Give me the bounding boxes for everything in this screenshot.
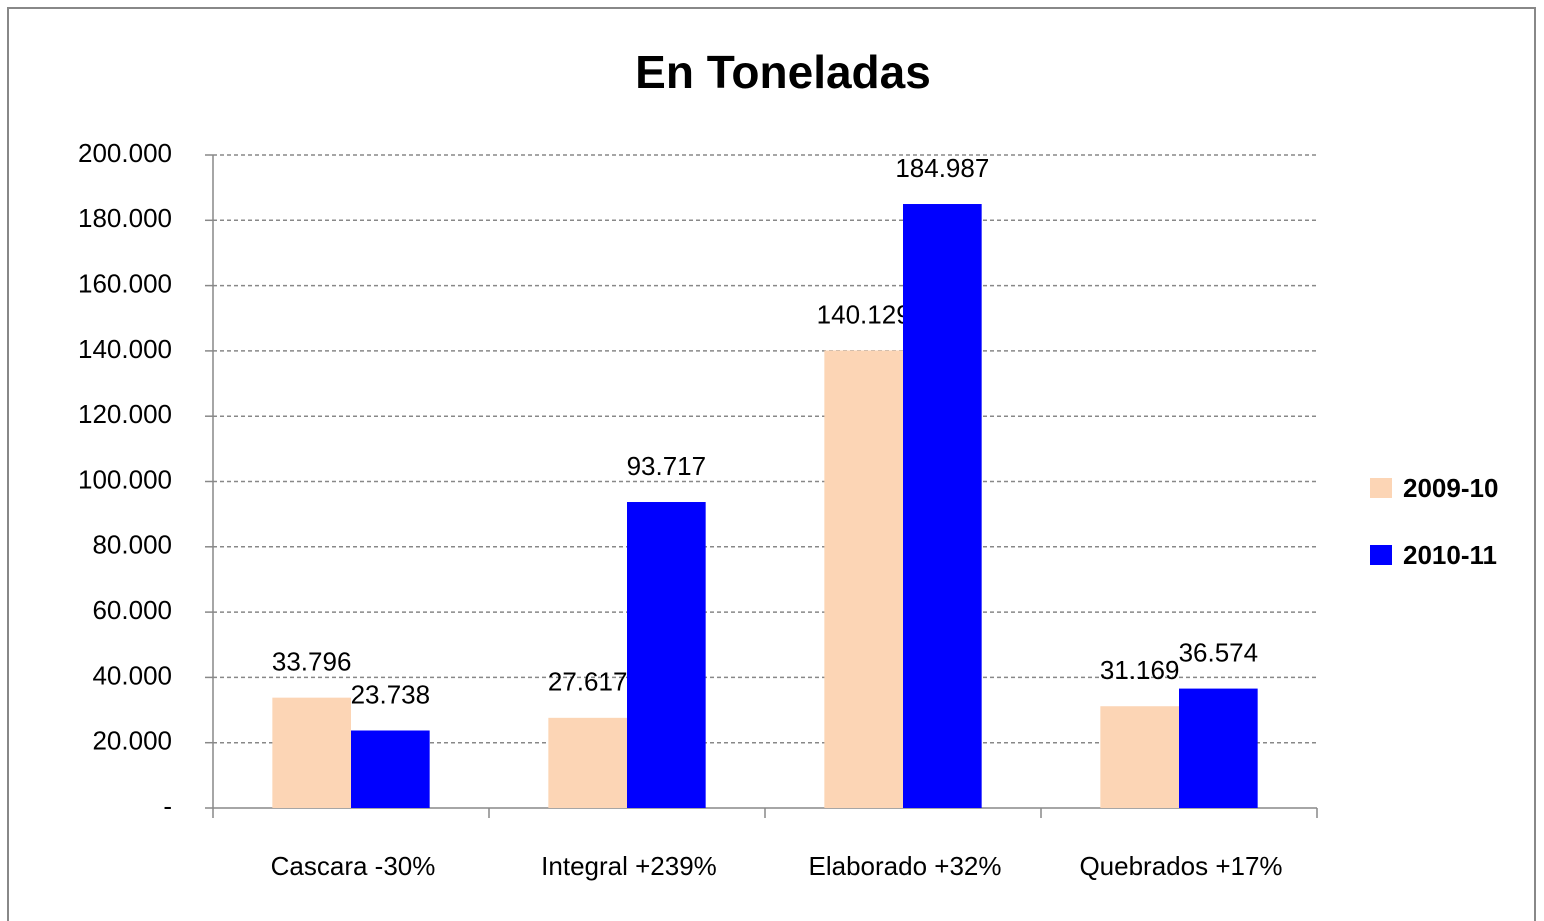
y-tick-label: 200.000 bbox=[78, 138, 172, 168]
bar bbox=[1179, 688, 1258, 808]
value-label: 36.574 bbox=[1179, 637, 1259, 667]
value-label: 184.987 bbox=[895, 153, 989, 183]
y-tick-label: 140.000 bbox=[78, 334, 172, 364]
legend-label: 2009-10 bbox=[1403, 473, 1498, 503]
bar bbox=[627, 502, 706, 808]
value-label: 27.617 bbox=[548, 667, 628, 697]
x-tick-label: Elaborado +32% bbox=[809, 851, 1002, 881]
y-tick-label: 120.000 bbox=[78, 399, 172, 429]
chart-frame bbox=[7, 7, 1536, 921]
y-tick-label: 40.000 bbox=[92, 660, 172, 690]
y-tick-label: 160.000 bbox=[78, 268, 172, 298]
value-label: 33.796 bbox=[272, 647, 352, 677]
y-tick-label: 80.000 bbox=[92, 530, 172, 560]
bar bbox=[548, 717, 627, 808]
x-tick-label: Integral +239% bbox=[541, 851, 717, 881]
y-tick-label: 60.000 bbox=[92, 595, 172, 625]
value-label: 93.717 bbox=[627, 451, 707, 481]
bar bbox=[1100, 706, 1179, 808]
legend-swatch bbox=[1370, 478, 1392, 498]
bar bbox=[824, 350, 903, 808]
value-label: 23.738 bbox=[351, 679, 431, 709]
chart-title: En Toneladas bbox=[635, 46, 931, 98]
legend-label: 2010-11 bbox=[1403, 540, 1497, 570]
bar bbox=[272, 697, 351, 808]
x-tick-label: Quebrados +17% bbox=[1079, 851, 1282, 881]
y-tick-label: 180.000 bbox=[78, 203, 172, 233]
bar bbox=[903, 204, 982, 808]
value-label: 140.129 bbox=[817, 299, 911, 329]
y-tick-label: 20.000 bbox=[92, 726, 172, 756]
legend-swatch bbox=[1370, 545, 1392, 565]
value-label: 31.169 bbox=[1100, 655, 1180, 685]
x-tick-label: Cascara -30% bbox=[271, 851, 436, 881]
y-tick-label: 100.000 bbox=[78, 464, 172, 494]
bar bbox=[351, 730, 430, 808]
y-tick-label: - bbox=[163, 791, 172, 821]
